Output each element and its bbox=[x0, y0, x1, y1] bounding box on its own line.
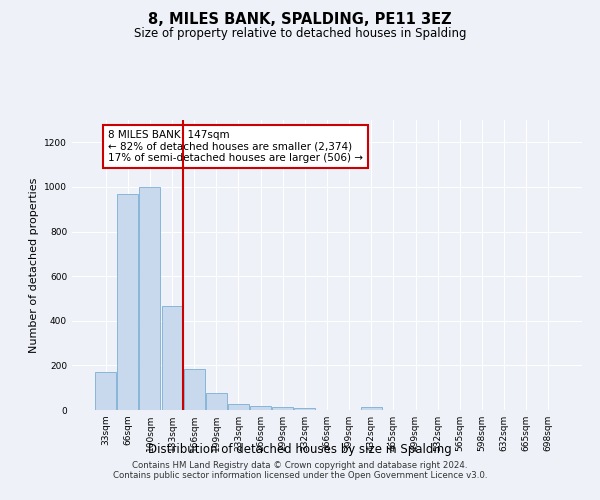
Bar bbox=[272, 406, 293, 410]
Text: 8, MILES BANK, SPALDING, PE11 3EZ: 8, MILES BANK, SPALDING, PE11 3EZ bbox=[148, 12, 452, 28]
Bar bbox=[161, 306, 182, 410]
Bar bbox=[361, 406, 382, 410]
Text: Distribution of detached houses by size in Spalding: Distribution of detached houses by size … bbox=[148, 442, 452, 456]
Text: 8 MILES BANK: 147sqm
← 82% of detached houses are smaller (2,374)
17% of semi-de: 8 MILES BANK: 147sqm ← 82% of detached h… bbox=[108, 130, 363, 163]
Text: Size of property relative to detached houses in Spalding: Size of property relative to detached ho… bbox=[134, 28, 466, 40]
Bar bbox=[95, 372, 116, 410]
Bar bbox=[118, 194, 139, 410]
Bar bbox=[206, 394, 227, 410]
Bar bbox=[228, 404, 249, 410]
Text: Contains HM Land Registry data © Crown copyright and database right 2024.
Contai: Contains HM Land Registry data © Crown c… bbox=[113, 460, 487, 480]
Y-axis label: Number of detached properties: Number of detached properties bbox=[29, 178, 38, 352]
Bar bbox=[295, 408, 316, 410]
Bar bbox=[139, 187, 160, 410]
Bar bbox=[184, 368, 205, 410]
Bar bbox=[250, 406, 271, 410]
